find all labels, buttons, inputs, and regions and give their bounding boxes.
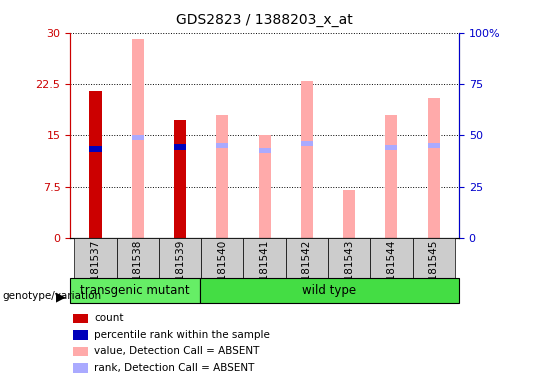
Text: GSM181544: GSM181544 [387,240,396,303]
Bar [174,144,186,150]
Text: GSM181538: GSM181538 [133,240,143,303]
Text: GSM181540: GSM181540 [217,240,227,303]
Bar [89,91,102,238]
Text: GSM181545: GSM181545 [429,240,438,303]
FancyBboxPatch shape [70,278,200,303]
Text: GSM181537: GSM181537 [91,240,100,303]
Bar [89,146,102,152]
FancyBboxPatch shape [286,238,328,278]
FancyBboxPatch shape [201,238,244,278]
Bar [217,115,228,238]
Bar [132,135,144,140]
Bar [343,190,355,238]
Text: rank, Detection Call = ABSENT: rank, Detection Call = ABSENT [94,362,255,372]
Bar [73,330,88,340]
FancyBboxPatch shape [75,238,117,278]
FancyBboxPatch shape [117,238,159,278]
Bar [428,98,440,238]
Text: wild type: wild type [302,285,356,297]
FancyBboxPatch shape [328,238,370,278]
Bar [428,143,440,148]
Text: GSM181541: GSM181541 [260,240,269,303]
Bar [259,148,271,153]
Text: value, Detection Call = ABSENT: value, Detection Call = ABSENT [94,346,260,356]
Bar [73,346,88,356]
Text: GSM181543: GSM181543 [344,240,354,303]
Bar [386,115,397,238]
Text: count: count [94,313,124,323]
FancyBboxPatch shape [244,238,286,278]
FancyBboxPatch shape [200,278,459,303]
Text: GSM181542: GSM181542 [302,240,312,303]
Bar [259,136,271,238]
FancyBboxPatch shape [159,238,201,278]
Bar [73,363,88,373]
Text: genotype/variation: genotype/variation [3,291,102,301]
Bar [217,143,228,148]
FancyBboxPatch shape [370,238,413,278]
Bar [301,81,313,238]
Bar [386,145,397,150]
Bar [73,314,88,323]
Text: GSM181539: GSM181539 [175,240,185,303]
FancyBboxPatch shape [413,238,455,278]
Bar [132,40,144,238]
Text: GDS2823 / 1388203_x_at: GDS2823 / 1388203_x_at [176,13,353,27]
Bar [301,141,313,146]
Text: percentile rank within the sample: percentile rank within the sample [94,329,271,339]
Bar [174,120,186,238]
Text: ▶: ▶ [56,290,66,303]
Text: transgenic mutant: transgenic mutant [80,285,190,297]
